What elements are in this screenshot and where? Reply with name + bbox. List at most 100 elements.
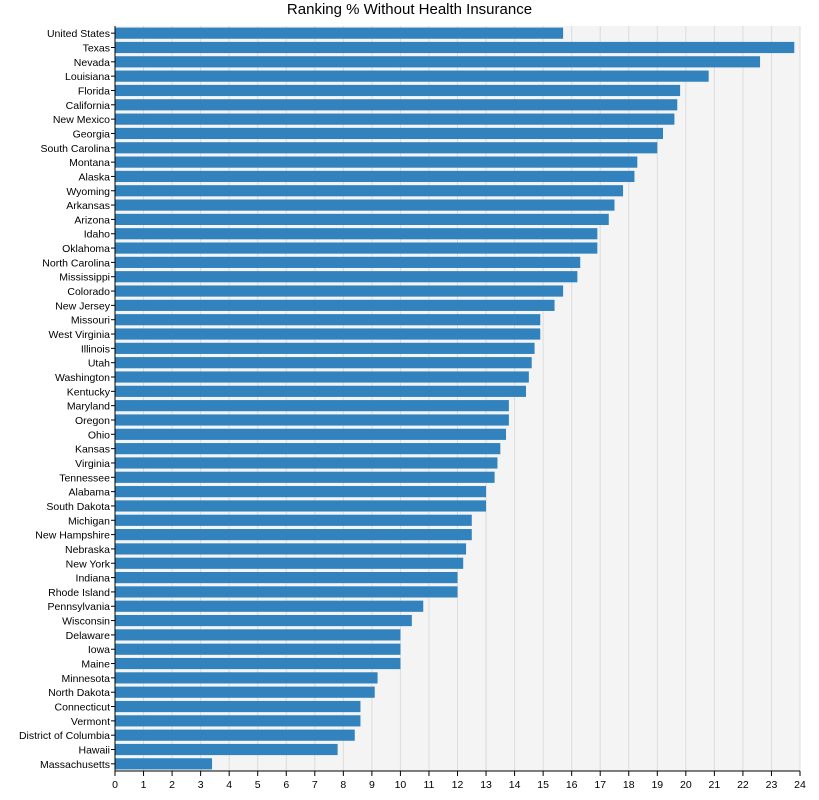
bar (115, 299, 555, 311)
category-label: Arkansas (66, 200, 110, 212)
x-tick-label: 10 (395, 779, 407, 791)
bar (115, 371, 529, 383)
bar (115, 271, 578, 283)
bar (115, 285, 564, 297)
x-tick-label: 16 (566, 779, 578, 791)
bar (115, 113, 675, 125)
category-label: Delaware (66, 630, 111, 642)
category-label: Nevada (74, 57, 110, 69)
bar (115, 27, 564, 39)
category-label: Virginia (75, 458, 110, 470)
bar (115, 314, 541, 326)
x-tick-label: 20 (680, 779, 692, 791)
category-label: South Dakota (46, 501, 110, 513)
bar (115, 557, 464, 569)
bar (115, 242, 598, 254)
x-tick-label: 0 (112, 779, 118, 791)
category-label: Vermont (71, 716, 110, 728)
category-label: North Carolina (42, 257, 110, 269)
x-tick-label: 4 (226, 779, 232, 791)
category-label: District of Columbia (19, 730, 110, 742)
x-tick-labels: 0 1 2 3 4 5 6 7 8 9 10 11 12 13 14 15 16 17 18 19 20 21 22 23 24 (112, 779, 806, 791)
bar (115, 657, 401, 670)
x-tick-label: 19 (651, 779, 663, 791)
category-label: Alaska (78, 171, 110, 183)
category-label: Utah (88, 358, 110, 370)
x-tick-label: 15 (537, 779, 549, 791)
category-label: Colorado (67, 286, 110, 298)
x-tick-label: 8 (340, 779, 346, 791)
bar (115, 500, 487, 512)
bar (115, 643, 401, 655)
category-label: Wyoming (66, 186, 110, 198)
category-label: Michigan (68, 515, 110, 527)
bar (115, 213, 609, 226)
bar (115, 729, 355, 741)
category-label: Washington (55, 372, 110, 384)
bar (115, 99, 678, 111)
category-label: Montana (69, 157, 110, 169)
bar (115, 185, 624, 197)
bar (115, 686, 375, 698)
bar (115, 543, 467, 555)
category-label: Pennsylvania (48, 601, 111, 613)
category-label: Arizona (74, 214, 110, 226)
category-label: New Jersey (55, 300, 111, 312)
category-label: Connecticut (55, 702, 111, 714)
bar (115, 170, 635, 183)
bar (115, 156, 638, 168)
category-label: Ohio (88, 429, 110, 441)
x-tick-label: 2 (169, 779, 175, 791)
x-tick-label: 23 (766, 779, 778, 791)
x-tick-label: 14 (509, 779, 521, 791)
category-label: Idaho (84, 229, 110, 241)
bar (115, 400, 509, 412)
bar (115, 600, 424, 612)
category-label: Tennessee (59, 472, 110, 484)
bar (115, 586, 458, 598)
bar (115, 758, 213, 770)
category-label: Massachusetts (40, 759, 110, 771)
bar (115, 56, 761, 68)
bar (115, 142, 658, 154)
category-label: Texas (83, 42, 110, 54)
bar (115, 357, 532, 369)
x-tick-label: 18 (623, 779, 635, 791)
x-tick-label: 17 (594, 779, 606, 791)
x-tick-label: 1 (141, 779, 147, 791)
x-tick-label: 9 (369, 779, 375, 791)
bar (115, 514, 472, 526)
bar (115, 529, 472, 541)
bar (115, 385, 526, 397)
x-tick-label: 7 (312, 779, 318, 791)
category-label: Nebraska (65, 544, 110, 556)
bar (115, 743, 338, 756)
bar (115, 228, 598, 240)
bar (115, 614, 412, 627)
bar (115, 342, 535, 354)
category-label: Oklahoma (62, 243, 110, 255)
category-label: Hawaii (78, 745, 110, 757)
category-labels: United States Texas Nevada Louisiana Florida… (19, 28, 111, 771)
category-label: California (66, 100, 111, 112)
bar (115, 629, 401, 641)
category-label: Florida (78, 85, 110, 97)
bar (115, 715, 361, 727)
category-label: Oregon (75, 415, 110, 427)
category-label: Alabama (69, 487, 111, 499)
x-tick-label: 21 (709, 779, 721, 791)
category-label: Louisiana (65, 71, 110, 83)
bar (115, 486, 487, 498)
x-tick-label: 22 (737, 779, 749, 791)
x-tick-label: 5 (255, 779, 261, 791)
bar (115, 199, 615, 211)
category-label: West Virginia (49, 329, 111, 341)
category-label: Minnesota (62, 673, 111, 685)
bar (115, 328, 541, 340)
category-label: Georgia (73, 128, 111, 140)
category-label: New York (66, 558, 111, 570)
category-label: Illinois (81, 343, 110, 355)
x-tick-label: 12 (452, 779, 464, 791)
